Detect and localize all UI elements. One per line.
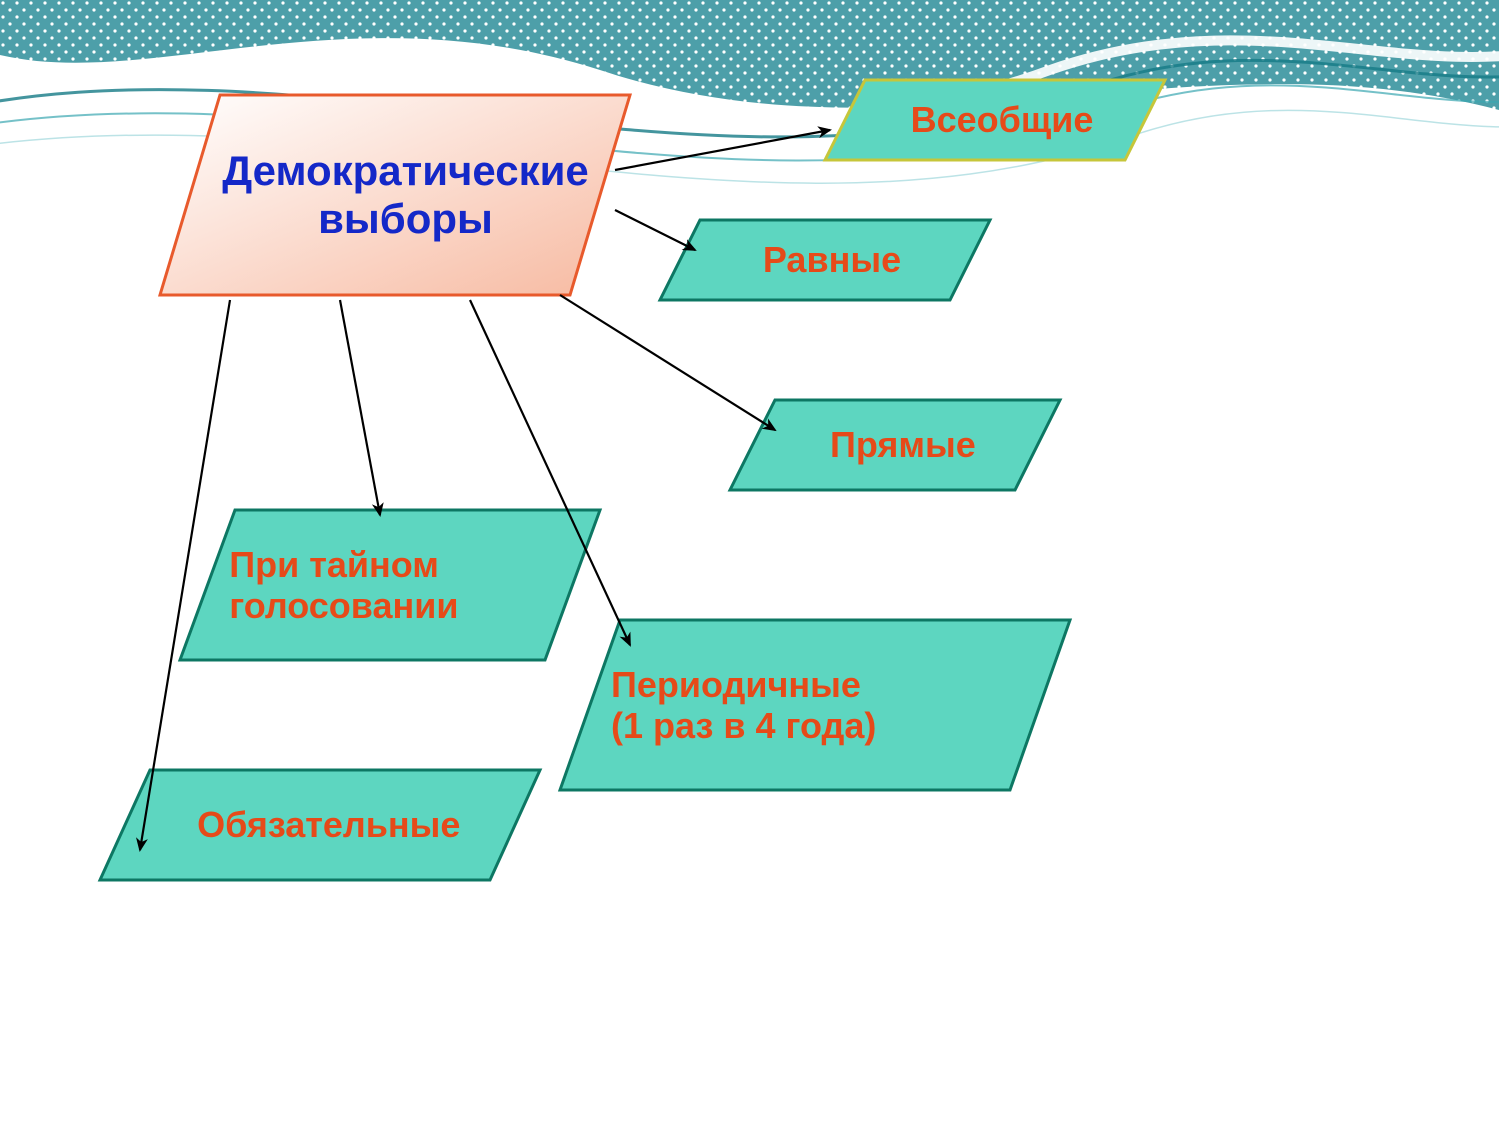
arrow-0 [615,130,830,170]
arrow-5 [140,300,230,850]
arrows-layer [0,0,1499,1124]
diagram-stage: Демократические выборыВсеобщиеРавныеПрям… [0,0,1499,1124]
arrow-2 [560,295,775,430]
arrow-1 [615,210,695,250]
arrow-3 [470,300,630,645]
arrow-4 [340,300,380,515]
